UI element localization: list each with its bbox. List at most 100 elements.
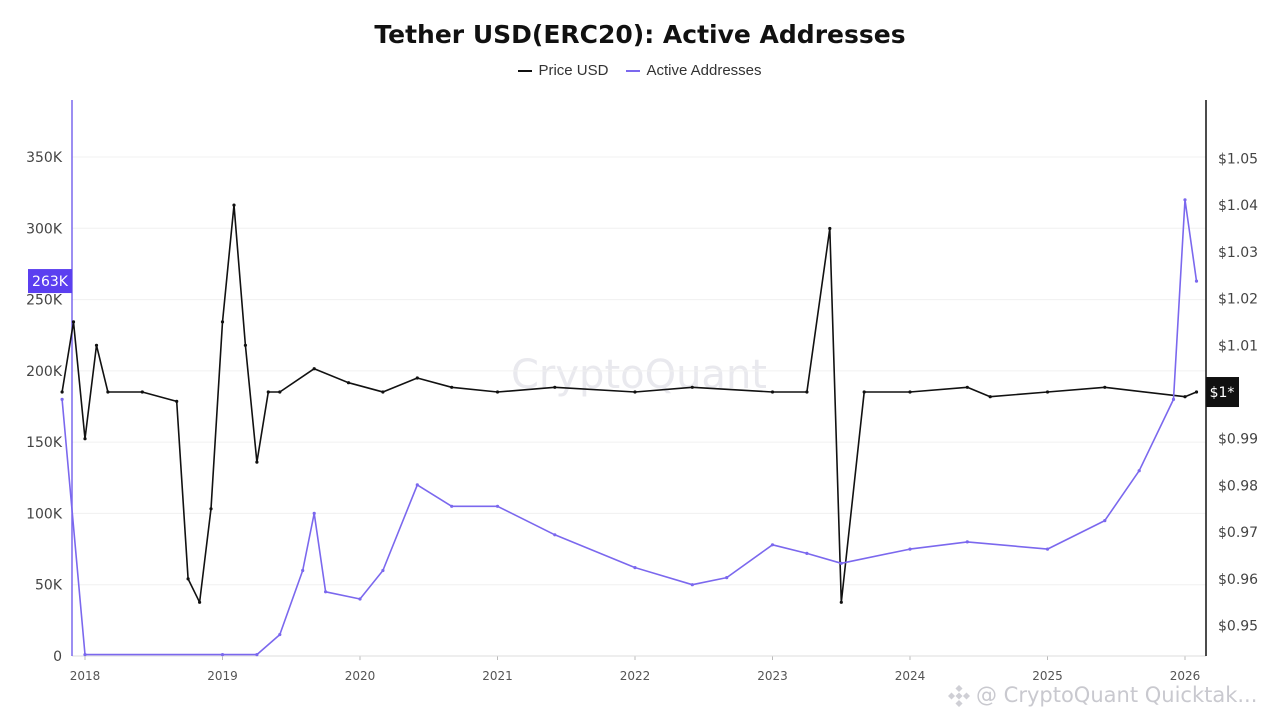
x-tick-label: 2025 bbox=[1032, 669, 1063, 683]
active-addresses-point bbox=[358, 597, 362, 601]
price-point bbox=[255, 460, 259, 464]
active-addresses-point bbox=[1045, 547, 1050, 551]
price-point bbox=[1194, 390, 1199, 394]
x-tick-label: 2020 bbox=[345, 669, 376, 683]
price-point bbox=[828, 226, 832, 231]
chart-title: Tether USD(ERC20): Active Addresses bbox=[374, 20, 906, 49]
x-tick-label: 2024 bbox=[895, 669, 926, 683]
active-addresses-point bbox=[324, 590, 328, 594]
price-point bbox=[1103, 385, 1107, 389]
y-left-tick-label: 350K bbox=[26, 150, 63, 166]
y-left-tick-label: 50K bbox=[35, 578, 63, 594]
x-tick-label: 2019 bbox=[207, 669, 238, 683]
price-point bbox=[278, 390, 282, 394]
price-point bbox=[633, 390, 637, 394]
price-point bbox=[106, 390, 110, 394]
price-point bbox=[140, 390, 144, 394]
x-tick-label: 2022 bbox=[620, 669, 651, 683]
legend-item-price[interactable]: Price USD bbox=[518, 62, 608, 79]
active-addresses-point bbox=[450, 504, 454, 508]
active-addresses-point bbox=[690, 583, 694, 587]
y-right-tick-label: $0.97 bbox=[1218, 525, 1258, 541]
y-right-tick-label: $1.01 bbox=[1218, 338, 1258, 354]
price-point bbox=[83, 437, 87, 441]
active-addresses-point bbox=[312, 511, 316, 515]
current-price-badge bbox=[1206, 377, 1239, 408]
active-addresses-point bbox=[1171, 397, 1176, 401]
active-addresses-point bbox=[1194, 279, 1199, 283]
binance-logo-icon bbox=[948, 685, 970, 707]
active-addresses-point bbox=[278, 633, 282, 637]
y-right-tick-label: $0.99 bbox=[1218, 432, 1258, 448]
active-addresses-point bbox=[495, 504, 500, 508]
price-point bbox=[415, 376, 419, 380]
y-right-tick-label: $0.96 bbox=[1218, 572, 1258, 588]
price-point bbox=[94, 343, 99, 347]
series-price-usd-line bbox=[61, 204, 1197, 604]
active-addresses-point bbox=[805, 551, 809, 556]
active-addresses-point bbox=[633, 566, 637, 570]
price-point bbox=[495, 390, 500, 394]
price-point bbox=[965, 385, 969, 389]
legend-label-active-addresses: Active Addresses bbox=[646, 62, 762, 79]
active-addresses-point bbox=[839, 561, 843, 565]
price-point bbox=[186, 577, 190, 581]
active-addresses-point bbox=[83, 653, 87, 657]
legend-swatch-active-addresses bbox=[626, 69, 641, 72]
active-addresses-point bbox=[255, 653, 259, 657]
source-label: @ CryptoQuant Quicktak... bbox=[976, 683, 1258, 707]
price-point bbox=[71, 320, 76, 324]
y-left-tick-label: 200K bbox=[26, 364, 63, 380]
price-point bbox=[988, 395, 992, 399]
y-right-tick-label: $1.02 bbox=[1218, 292, 1258, 308]
price-point bbox=[381, 390, 385, 394]
active-addresses-point bbox=[220, 653, 225, 657]
y-right-tick-label: $1.05 bbox=[1218, 151, 1258, 167]
price-point bbox=[908, 390, 912, 394]
active-addresses-point bbox=[301, 568, 305, 573]
x-tick-label: 2023 bbox=[757, 669, 788, 683]
active-addresses-point bbox=[1137, 469, 1141, 473]
y-left-tick-label: 0 bbox=[53, 649, 62, 665]
watermark-text: CryptoQuant bbox=[511, 352, 767, 398]
active-addresses-point bbox=[553, 533, 557, 537]
legend-item-active-addresses[interactable]: Active Addresses bbox=[626, 62, 762, 79]
active-addresses-point bbox=[965, 540, 969, 544]
active-addresses-point bbox=[725, 576, 729, 580]
y-right-tick-label: $1.04 bbox=[1218, 198, 1258, 214]
price-point bbox=[312, 367, 316, 371]
series-active-addresses-line bbox=[61, 199, 1198, 656]
current-active-addresses-label: 263K bbox=[32, 274, 69, 290]
price-point bbox=[770, 390, 775, 394]
price-point bbox=[690, 385, 694, 389]
price-point bbox=[553, 385, 557, 389]
y-right-tick-label: $0.98 bbox=[1218, 478, 1258, 494]
price-point bbox=[346, 381, 351, 385]
price-point bbox=[862, 390, 866, 394]
y-left-tick-label: 300K bbox=[26, 221, 63, 237]
active-addresses-point bbox=[770, 543, 775, 547]
legend-label-price: Price USD bbox=[538, 62, 609, 79]
price-point bbox=[209, 507, 213, 511]
active-addresses-point bbox=[60, 397, 64, 401]
price-point bbox=[60, 390, 64, 394]
y-left-tick-label: 250K bbox=[26, 293, 63, 309]
active-addresses-point bbox=[1103, 519, 1107, 523]
price-point bbox=[839, 600, 843, 604]
price-point bbox=[266, 390, 270, 394]
x-tick-label: 2026 bbox=[1170, 669, 1201, 683]
active-addresses-point bbox=[381, 568, 385, 573]
x-tick-label: 2021 bbox=[482, 669, 513, 683]
current-active-addresses-badge bbox=[28, 269, 72, 294]
price-point bbox=[175, 399, 179, 403]
price-point bbox=[198, 600, 202, 604]
price-point bbox=[1183, 395, 1187, 399]
y-right-tick-label: $1.03 bbox=[1218, 245, 1258, 261]
y-right-tick-label: $0.95 bbox=[1218, 619, 1258, 635]
chart-legend: Price USD Active Addresses bbox=[0, 62, 1280, 79]
x-tick-label: 2018 bbox=[70, 669, 101, 683]
price-point bbox=[1045, 390, 1050, 394]
price-point bbox=[220, 320, 225, 324]
legend-swatch-price bbox=[518, 69, 533, 72]
